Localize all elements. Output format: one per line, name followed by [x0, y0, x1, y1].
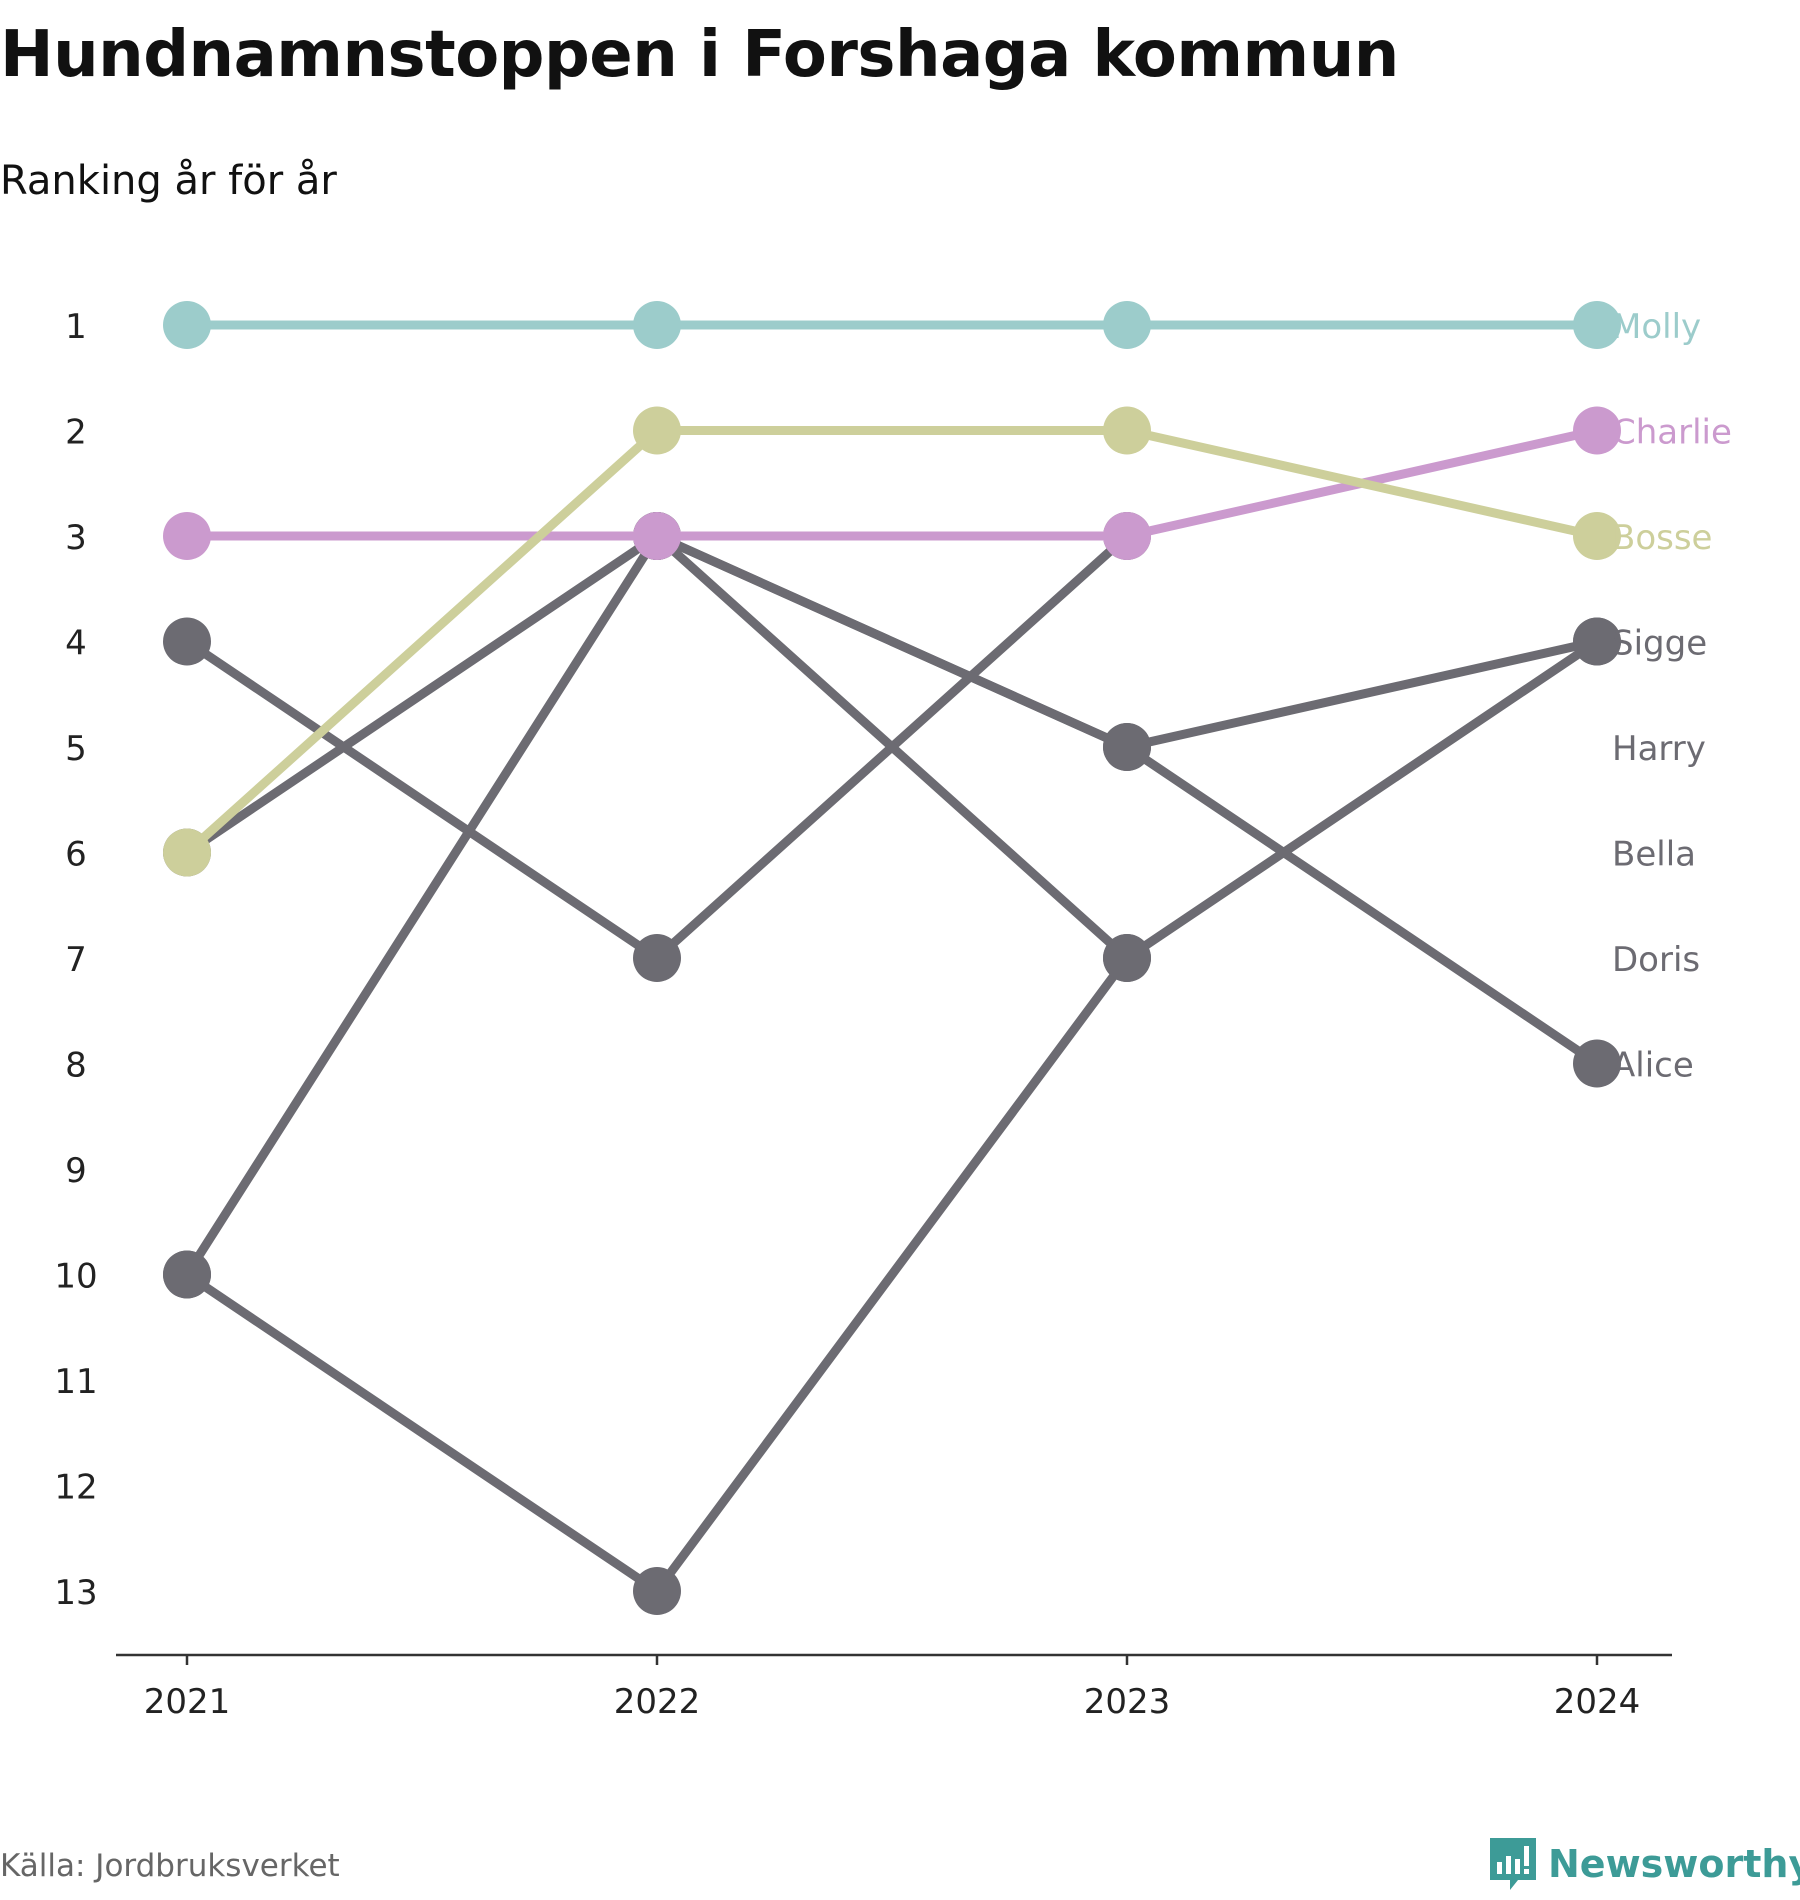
series-line-alice	[1122, 742, 1602, 1068]
series-label-sigge: Sigge	[1612, 624, 1707, 664]
newsworthy-logo-icon	[1490, 1838, 1536, 1890]
series-line-sigge	[1122, 637, 1602, 752]
series-bella	[163, 512, 1621, 1299]
series-line-doris	[182, 1270, 662, 1596]
y-tick-label: 2	[65, 413, 87, 453]
data-point-harry	[633, 934, 681, 982]
chart-subtitle: Ranking år för år	[0, 158, 337, 204]
source-note: Källa: Jordbruksverket	[0, 1848, 340, 1884]
data-point-charlie	[1573, 406, 1621, 455]
x-tick-label: 2023	[1084, 1682, 1171, 1722]
data-point-molly	[1103, 301, 1151, 349]
x-tick-label: 2024	[1554, 1682, 1641, 1722]
series-sigge	[163, 512, 1621, 877]
y-tick-label: 6	[65, 835, 87, 875]
data-point-doris	[1103, 934, 1151, 982]
y-tick-label: 3	[65, 518, 87, 558]
y-tick-label: 9	[65, 1151, 87, 1191]
y-tick-label: 5	[65, 729, 87, 769]
y-tick-label: 1	[65, 307, 87, 347]
series-line-harry	[182, 637, 662, 963]
brand-name: Newsworthy	[1548, 1842, 1800, 1886]
x-tick-label: 2021	[144, 1682, 231, 1722]
series-line-alice	[652, 531, 1132, 752]
data-point-bella	[1573, 617, 1621, 666]
data-point-alice	[1103, 723, 1151, 771]
series-line-bella	[1122, 637, 1602, 963]
series-line-bosse	[1122, 426, 1602, 541]
series-label-harry: Harry	[1612, 729, 1706, 769]
data-point-doris	[163, 1250, 211, 1299]
series-label-molly: Molly	[1612, 307, 1701, 347]
series-bosse	[163, 406, 1621, 877]
data-point-molly	[1573, 301, 1621, 349]
series-line-bosse	[182, 426, 662, 857]
series-label-bella: Bella	[1612, 835, 1696, 875]
data-point-molly	[163, 301, 211, 349]
series-line-doris	[652, 953, 1132, 1596]
data-point-alice	[1573, 1039, 1621, 1088]
series-line-sigge	[182, 531, 662, 857]
chart-title: Hundnamnstoppen i Forshaga kommun	[0, 18, 1399, 92]
data-point-charlie	[633, 512, 681, 560]
series-alice	[633, 512, 1621, 1088]
data-point-bosse	[1103, 406, 1151, 455]
data-point-charlie	[163, 512, 211, 560]
data-point-charlie	[1103, 512, 1151, 560]
data-point-harry	[163, 617, 211, 666]
series-label-charlie: Charlie	[1612, 413, 1732, 453]
y-tick-label: 4	[65, 624, 87, 664]
x-tick-label: 2022	[614, 1682, 701, 1722]
data-point-doris	[633, 1567, 681, 1615]
data-point-bosse	[633, 406, 681, 455]
series-line-bella	[652, 531, 1132, 963]
y-tick-label: 12	[54, 1468, 97, 1508]
series-label-alice: Alice	[1612, 1046, 1694, 1086]
series-line-bella	[182, 531, 662, 1279]
data-point-bosse	[163, 828, 211, 877]
y-tick-label: 11	[54, 1362, 97, 1402]
y-tick-label: 7	[65, 940, 87, 980]
series-doris	[163, 934, 1151, 1615]
brand-logo: Newsworthy	[1488, 1836, 1800, 1892]
y-tick-label: 8	[65, 1046, 87, 1086]
data-point-molly	[633, 301, 681, 349]
series-label-bosse: Bosse	[1612, 518, 1712, 558]
y-tick-label: 13	[54, 1573, 97, 1613]
data-point-bosse	[1573, 512, 1621, 560]
series-charlie	[163, 406, 1621, 560]
series-label-doris: Doris	[1612, 940, 1700, 980]
series-molly	[163, 301, 1621, 349]
y-tick-label: 10	[54, 1257, 97, 1297]
